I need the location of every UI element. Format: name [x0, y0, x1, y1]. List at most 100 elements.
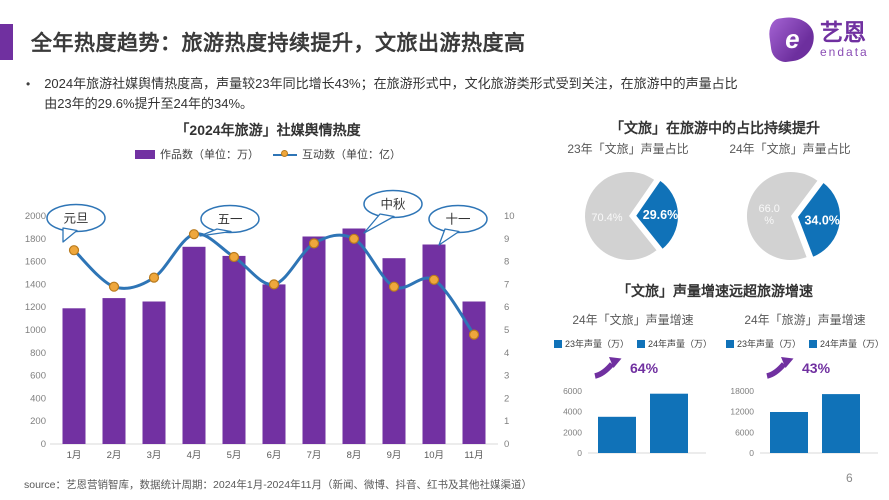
legend-bar-label: 作品数（单位：万） — [160, 149, 259, 161]
blue-square-icon — [553, 339, 562, 348]
svg-text:3月: 3月 — [147, 450, 162, 461]
blue-square-icon — [725, 339, 734, 348]
main-chart-title: 「2024年旅游」社媒舆情热度 — [175, 122, 361, 138]
svg-text:中秋: 中秋 — [380, 197, 406, 212]
svg-text:2: 2 — [504, 393, 509, 404]
legend-item-line: 互动数（单位：亿） — [273, 146, 401, 162]
main-chart-legend: 作品数（单位：万） 互动数（单位：亿） — [18, 146, 518, 162]
pie-2023-title: 23年「文旅」声量占比 — [567, 142, 689, 156]
mini-chart-panel-lvyou: 24年「旅游」声量增速 23年声量（万） 24年声量（万） 43% 0 6000 1… — [720, 303, 889, 493]
page-number: 6 — [846, 471, 853, 485]
blue-square-icon — [809, 339, 817, 348]
svg-text:10: 10 — [504, 211, 515, 222]
bullet-text: 2024年旅游社媒舆情热度高，声量较23年同比增长43%；在旅游形式中，文化旅游… — [44, 76, 738, 111]
growth-arrow-icon — [766, 357, 794, 379]
svg-text:34.0%: 34.0% — [804, 213, 839, 227]
svg-text:2000: 2000 — [25, 211, 46, 222]
mini-lvyou-title: 24年「旅游」声量增速 — [744, 313, 866, 327]
pie-panel-2024: 24年「文旅」声量占比 66.0% 34.0% — [715, 140, 865, 280]
svg-text:5: 5 — [504, 325, 509, 336]
legend-23-label: 23年声量（万） — [736, 339, 801, 349]
legend-item-24: 24年声量（万） — [809, 337, 884, 350]
legend-item-24: 24年声量（万） — [637, 337, 712, 350]
mini-lvyou-legend: 23年声量（万） 24年声量（万） — [720, 337, 889, 350]
svg-text:3: 3 — [504, 371, 509, 382]
logo-en: endata — [820, 44, 869, 59]
growth-indicator-wenlv: 64% — [592, 357, 658, 379]
svg-text:0: 0 — [749, 448, 754, 458]
growth-section-title: 「文旅」声量增速远超旅游增速 — [617, 283, 813, 299]
svg-text:18000: 18000 — [730, 386, 754, 396]
legend-item-23: 23年声量（万） — [725, 337, 801, 350]
mini-wenlv-svg: 0 2000 4000 6000 — [563, 386, 706, 458]
legend-24-label: 24年声量（万） — [648, 339, 713, 349]
legend-item-bar: 作品数（单位：万） — [135, 146, 259, 162]
svg-text:1: 1 — [504, 416, 509, 427]
svg-text:4: 4 — [504, 348, 509, 359]
svg-text:6: 6 — [504, 302, 509, 313]
svg-text:十一: 十一 — [445, 213, 470, 227]
svg-text:8月: 8月 — [347, 450, 362, 461]
pie-2024-title: 24年「文旅」声量占比 — [729, 142, 851, 156]
svg-text:五一: 五一 — [217, 213, 242, 227]
summary-bullet: • 2024年旅游社媒舆情热度高，声量较23年同比增长43%；在旅游形式中，文化… — [26, 74, 742, 114]
svg-text:7月: 7月 — [307, 450, 322, 461]
svg-text:1200: 1200 — [25, 302, 46, 313]
svg-text:元旦: 元旦 — [63, 212, 88, 226]
blue-square-icon — [637, 339, 645, 348]
pie-section-title: 「文旅」在旅游中的占比持续提升 — [610, 120, 820, 136]
legend-24-label: 24年声量（万） — [820, 339, 885, 349]
logo-letter: e — [784, 23, 800, 54]
svg-text:0: 0 — [577, 448, 582, 458]
svg-text:6000: 6000 — [563, 386, 582, 396]
svg-text:400: 400 — [30, 393, 46, 404]
title-accent-bar — [0, 24, 13, 60]
svg-text:800: 800 — [30, 348, 46, 359]
legend-line-label: 互动数（单位：亿） — [302, 149, 401, 161]
mini-chart-panel-wenlv: 24年「文旅」声量增速 23年声量（万） 24年声量（万） 64% 0 2000 4… — [548, 303, 718, 493]
mini-lvyou-svg: 0 6000 12000 18000 — [730, 386, 878, 458]
bullet-marker: • — [26, 77, 31, 91]
growth-arrow-icon — [594, 357, 622, 379]
svg-text:7: 7 — [504, 279, 509, 290]
svg-text:70.4%: 70.4% — [591, 212, 622, 224]
svg-text:6月: 6月 — [267, 450, 282, 461]
pie-2023-svg: 70.4% 29.6% — [585, 171, 680, 260]
growth-percent-lvyou: 43% — [802, 360, 831, 376]
svg-text:0: 0 — [504, 439, 509, 450]
svg-text:66.0%: 66.0% — [758, 203, 779, 227]
bar-swatch-icon — [135, 149, 155, 159]
legend-23-label: 23年声量（万） — [564, 339, 629, 349]
svg-text:2月: 2月 — [107, 450, 122, 461]
mini-wenlv-legend: 23年声量（万） 24年声量（万） — [548, 337, 718, 350]
svg-text:12000: 12000 — [730, 407, 754, 417]
svg-text:200: 200 — [30, 416, 46, 427]
svg-text:1月: 1月 — [67, 450, 82, 461]
svg-text:6000: 6000 — [735, 427, 754, 437]
svg-text:600: 600 — [30, 371, 46, 382]
mini-wenlv-title: 24年「文旅」声量增速 — [572, 313, 694, 327]
endata-logo-icon: e — [767, 14, 817, 64]
endata-logo: e 艺恩 endata — [767, 14, 880, 64]
combo-chart-svg: 0 200 400 600 800 1000 1200 1400 1600 1800 2000 0 1 2… — [25, 189, 515, 461]
svg-text:11月: 11月 — [464, 450, 483, 461]
svg-text:5月: 5月 — [227, 450, 242, 461]
svg-text:1000: 1000 — [25, 325, 46, 336]
svg-text:4月: 4月 — [187, 450, 202, 461]
logo-cn: 艺恩 — [820, 18, 866, 45]
svg-text:2000: 2000 — [563, 427, 582, 437]
svg-text:0: 0 — [41, 439, 46, 450]
svg-text:4000: 4000 — [563, 407, 582, 417]
line-swatch-icon — [273, 150, 297, 159]
logo-text: 艺恩 endata — [820, 18, 869, 59]
svg-text:29.6%: 29.6% — [643, 208, 678, 222]
svg-text:8: 8 — [504, 257, 509, 268]
svg-text:1600: 1600 — [25, 257, 46, 268]
svg-text:1400: 1400 — [25, 279, 46, 290]
svg-text:9: 9 — [504, 234, 509, 245]
pie-panel-2023: 23年「文旅」声量占比 70.4% 29.6% — [553, 140, 703, 280]
svg-text:1800: 1800 — [25, 234, 46, 245]
growth-percent-wenlv: 64% — [630, 360, 659, 376]
svg-text:10月: 10月 — [424, 450, 444, 461]
growth-indicator-lvyou: 43% — [764, 357, 830, 379]
